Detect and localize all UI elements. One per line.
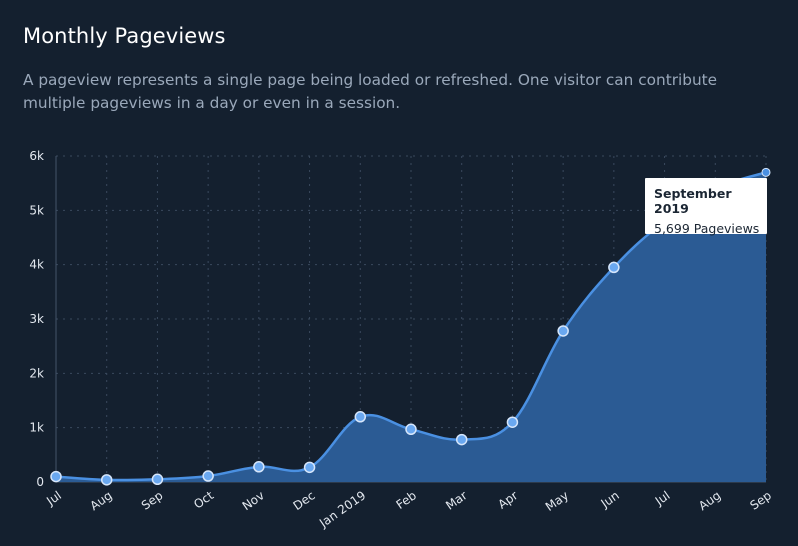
x-tick-label: Dec	[291, 488, 318, 513]
data-point	[253, 461, 265, 473]
pageviews-area	[56, 172, 766, 482]
x-tick-label: Sep	[747, 488, 774, 512]
data-point	[405, 423, 417, 436]
data-point	[761, 167, 771, 177]
y-tick-label: 6k	[29, 149, 44, 163]
data-point	[100, 474, 113, 486]
data-point	[354, 411, 367, 423]
x-tick-label: Jun	[598, 488, 622, 511]
data-point	[557, 325, 569, 337]
x-tick-label: Aug	[88, 488, 115, 513]
x-tick-label: Nov	[240, 488, 267, 513]
x-tick-label: Oct	[191, 488, 216, 512]
y-axis-ticks: 0 1k 2k 3k 4k 5k 6k	[29, 149, 44, 489]
x-tick-label: Sep	[139, 488, 166, 512]
y-tick-label: 3k	[29, 312, 44, 326]
tooltip-value: 5,699 Pageviews	[654, 221, 760, 236]
pageviews-line	[55, 171, 767, 482]
data-point	[151, 473, 164, 486]
x-tick-label: Aug	[696, 488, 723, 513]
data-point	[303, 461, 316, 474]
y-tick-label: 1k	[29, 421, 44, 435]
data-point	[455, 433, 468, 446]
chart-title: Monthly Pageviews	[23, 24, 226, 48]
x-tick-label: Mar	[443, 488, 470, 512]
data-points	[50, 167, 771, 486]
y-tick-label: 4k	[29, 258, 44, 272]
hover-tooltip: September 2019 5,699 Pageviews	[645, 178, 767, 236]
x-tick-label: Jul	[43, 488, 64, 508]
x-tick-label: Jul	[652, 488, 673, 508]
data-point	[608, 261, 620, 274]
x-tick-label: Jan 2019	[316, 488, 368, 530]
data-point	[50, 470, 62, 483]
chart-subtitle: A pageview represents a single page bein…	[23, 71, 718, 112]
y-tick-label: 2k	[29, 366, 44, 380]
y-tick-label: 0	[36, 475, 44, 489]
x-tick-label: Apr	[495, 488, 520, 511]
tooltip-title: September 2019	[654, 186, 732, 216]
data-point	[202, 470, 214, 482]
x-axis-ticks: Jul Aug Sep Oct Nov Dec Jan 2019 Feb Mar Apr May Ju…	[43, 488, 774, 531]
x-tick-label: Feb	[394, 488, 419, 512]
data-point	[506, 416, 519, 428]
x-tick-label: May	[543, 488, 571, 514]
y-tick-label: 5k	[29, 203, 44, 217]
